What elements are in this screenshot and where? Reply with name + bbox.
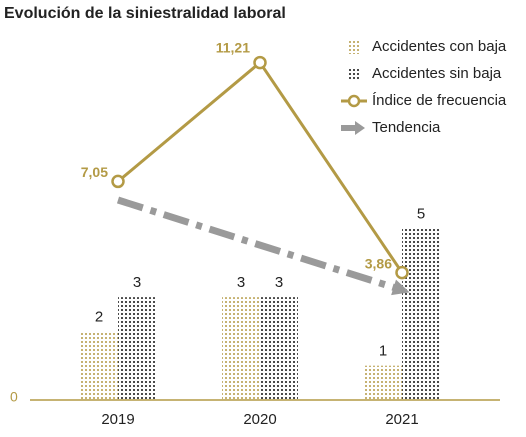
bar-label: 3 [237,274,245,291]
index-label: 11,21 [216,39,250,55]
legend-swatch [348,67,360,81]
bar [222,297,260,400]
bar-label: 3 [275,274,283,291]
bar-label: 2 [95,308,103,325]
legend-swatch [348,40,360,54]
bar [364,365,402,400]
legend-swatch [355,121,365,135]
index-marker [111,174,125,189]
bar-label: 3 [133,274,141,291]
trend-line [116,196,404,294]
index-marker [253,55,267,70]
chart-title: Evolución de la siniestralidad laboral [4,5,286,22]
index-line [117,60,404,274]
index-marker [395,265,409,280]
x-tick-label: 2020 [243,411,276,428]
index-label: 7,05 [81,164,108,180]
bar [402,228,440,400]
bar [80,331,118,400]
bar [118,297,156,400]
index-label: 3,86 [365,255,392,271]
legend-label: Accidentes con baja [372,38,507,55]
bar-label: 1 [379,343,387,360]
x-tick-label: 2021 [385,411,418,428]
bar-label: 5 [417,206,425,223]
legend-label: Accidentes sin baja [372,65,502,82]
legend-swatch [347,94,361,108]
x-tick-label: 2019 [101,411,134,428]
y-tick-label: 0 [10,389,18,405]
legend-label: Tendencia [372,119,441,136]
bar [260,297,298,400]
legend-label: Índice de frecuencia [372,92,507,109]
trend-arrowhead [391,279,410,296]
